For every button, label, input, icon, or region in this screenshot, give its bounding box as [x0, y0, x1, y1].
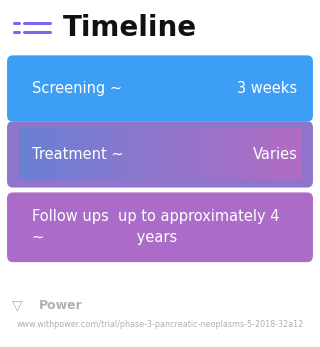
Text: Treatment ~: Treatment ~: [32, 147, 124, 162]
Text: Varies: Varies: [253, 147, 298, 162]
Text: 3 weeks: 3 weeks: [237, 81, 298, 96]
FancyBboxPatch shape: [7, 56, 313, 122]
FancyBboxPatch shape: [7, 121, 313, 187]
Text: Timeline: Timeline: [62, 15, 196, 42]
Text: www.withpower.com/trial/phase-3-pancreatic-neoplasms-5-2018-32a12: www.withpower.com/trial/phase-3-pancreat…: [16, 320, 304, 329]
Text: Power: Power: [38, 299, 82, 312]
Text: Screening ~: Screening ~: [32, 81, 122, 96]
Text: ▽: ▽: [12, 298, 23, 312]
FancyBboxPatch shape: [7, 192, 313, 262]
Text: Follow ups  up to approximately 4
~                    years: Follow ups up to approximately 4 ~ years: [32, 209, 279, 245]
